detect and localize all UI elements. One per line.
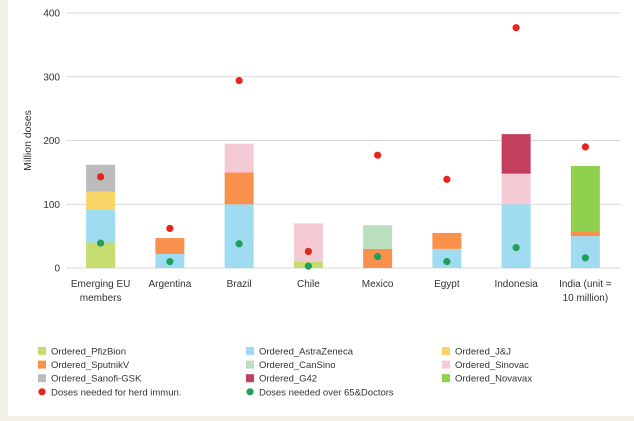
x-tick-label: Egypt bbox=[434, 279, 460, 290]
x-tick-label: 10 million) bbox=[563, 293, 609, 304]
bar-segment bbox=[224, 143, 254, 173]
data-point bbox=[443, 258, 451, 266]
legend-label: Ordered_SputnikV bbox=[51, 360, 130, 371]
data-point bbox=[166, 258, 174, 266]
x-tick-label: Chile bbox=[297, 279, 320, 290]
data-point bbox=[443, 175, 451, 183]
legend-label: Doses needed for herd immun. bbox=[51, 387, 181, 398]
bar-segment bbox=[86, 209, 116, 243]
bar-segment bbox=[570, 236, 600, 268]
y-tick-label: 100 bbox=[43, 200, 60, 211]
legend-label: Ordered_Sinovac bbox=[455, 360, 529, 371]
legend-swatch bbox=[38, 374, 46, 383]
bar-segment bbox=[155, 238, 185, 254]
legend-swatch bbox=[38, 347, 46, 355]
bar-segment bbox=[224, 204, 254, 268]
chart-svg: 0 100 200 300 400 Million doses Emerging EU mem… bbox=[22, 9, 620, 398]
data-point bbox=[304, 247, 312, 256]
y-tick-label: 0 bbox=[54, 264, 60, 275]
bar-segment bbox=[432, 232, 462, 249]
legend-label: Doses needed over 65&Doctors bbox=[259, 387, 394, 398]
bar-segment bbox=[570, 166, 600, 232]
legend-label: Ordered_Sanofi-GSK bbox=[51, 374, 142, 385]
axes: 0 100 200 300 400 Million doses Emerging EU mem… bbox=[22, 9, 612, 305]
bars bbox=[86, 134, 600, 268]
legend-swatch bbox=[442, 347, 450, 355]
data-point bbox=[97, 173, 105, 181]
x-tick-label: Argentina bbox=[148, 279, 191, 290]
bar-segment bbox=[363, 225, 393, 249]
data-point bbox=[97, 239, 105, 247]
y-tick-label: 200 bbox=[43, 136, 60, 147]
bar-segment bbox=[570, 231, 600, 237]
x-tick-label: members bbox=[80, 293, 122, 304]
bar-segment bbox=[501, 173, 531, 205]
x-tick-label: Emerging EU bbox=[71, 279, 130, 290]
data-point bbox=[235, 240, 243, 248]
bar-segment bbox=[501, 204, 531, 268]
x-tick-label: Brazil bbox=[227, 279, 252, 290]
x-tick-label: India (unit = bbox=[559, 279, 612, 290]
data-point bbox=[581, 143, 589, 151]
data-point bbox=[166, 224, 174, 233]
legend-swatch bbox=[442, 360, 450, 369]
legend-label: Ordered_J&J bbox=[455, 347, 511, 358]
y-tick-label: 400 bbox=[43, 9, 60, 20]
legend-label: Ordered_G42 bbox=[259, 374, 317, 385]
x-tick-label: Mexico bbox=[362, 279, 394, 290]
data-point bbox=[374, 252, 382, 261]
legend-swatch bbox=[246, 374, 254, 383]
bar-segment bbox=[86, 242, 116, 268]
bar-segment bbox=[501, 134, 531, 174]
gridlines bbox=[66, 12, 620, 269]
legend-swatch bbox=[246, 388, 254, 396]
y-axis-label: Million doses bbox=[22, 110, 34, 171]
y-tick-label: 300 bbox=[43, 72, 60, 83]
legend-swatch bbox=[246, 347, 254, 355]
bar-segment bbox=[293, 223, 323, 262]
bar-segment bbox=[86, 191, 116, 210]
legend-swatch bbox=[246, 360, 254, 369]
data-point bbox=[581, 254, 589, 262]
legend-label: Ordered_AstraZeneca bbox=[259, 347, 354, 358]
data-point bbox=[235, 76, 243, 85]
data-point bbox=[512, 244, 520, 252]
data-point bbox=[304, 262, 312, 270]
legend-label: Ordered_Novavax bbox=[455, 374, 532, 385]
legend-swatch bbox=[38, 360, 46, 369]
legend-swatch bbox=[38, 388, 46, 396]
points bbox=[97, 24, 589, 270]
legend-label: Ordered_PfizBion bbox=[51, 347, 126, 358]
data-point bbox=[374, 151, 382, 159]
data-point bbox=[512, 24, 520, 32]
legend-label: Ordered_CanSino bbox=[259, 360, 336, 371]
bar-segment bbox=[224, 172, 254, 205]
legend: Ordered_PfizBion Ordered_AstraZeneca Order… bbox=[38, 347, 532, 398]
legend-swatch bbox=[442, 374, 450, 383]
chart: 0 100 200 300 400 Million doses Emerging EU mem… bbox=[8, 0, 634, 416]
x-tick-label: Indonesia bbox=[494, 279, 538, 290]
